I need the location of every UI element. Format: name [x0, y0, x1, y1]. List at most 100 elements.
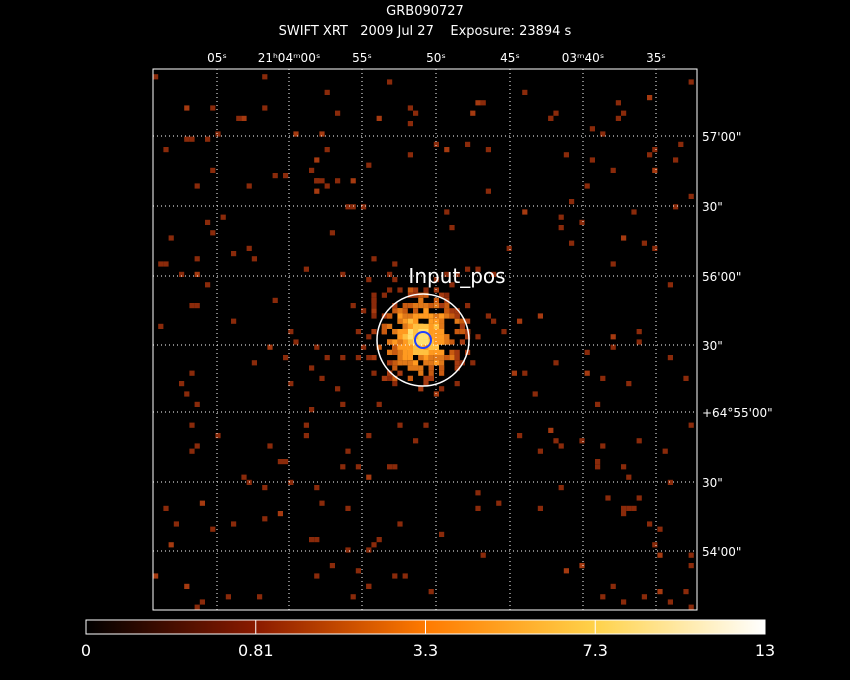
count-pixel — [387, 370, 393, 376]
count-pixel — [553, 110, 559, 116]
count-pixel — [283, 173, 289, 179]
count-pixel — [387, 313, 393, 319]
count-pixel — [371, 297, 377, 303]
count-pixel — [345, 547, 351, 553]
count-pixel — [210, 105, 216, 111]
count-pixel — [241, 115, 247, 121]
count-pixel — [475, 490, 481, 496]
count-pixel — [485, 188, 491, 194]
count-pixel — [387, 79, 393, 85]
count-pixel — [631, 505, 637, 511]
count-pixel — [381, 329, 387, 335]
count-pixel — [428, 318, 434, 324]
count-pixel — [194, 604, 200, 610]
count-pixel — [444, 271, 450, 277]
count-pixel — [392, 261, 398, 267]
count-pixel — [392, 344, 398, 350]
image-frame — [152, 68, 698, 611]
count-pixel — [433, 323, 439, 329]
count-pixel — [418, 339, 424, 345]
count-pixel — [449, 225, 455, 231]
count-pixel — [673, 157, 679, 163]
annotation: Input_pos — [408, 264, 505, 288]
count-pixel — [636, 329, 642, 335]
count-pixel — [475, 100, 481, 106]
count-pixel — [397, 422, 403, 428]
count-pixel — [407, 318, 413, 324]
count-pixel — [231, 521, 237, 527]
count-pixel — [335, 386, 341, 392]
count-pixel — [558, 443, 564, 449]
count-pixel — [251, 360, 257, 366]
count-pixel — [288, 381, 294, 387]
count-pixel — [355, 355, 361, 361]
count-pixel — [402, 329, 408, 335]
dec-tick-label: 30" — [702, 200, 723, 214]
count-pixel — [303, 422, 309, 428]
count-pixel — [428, 313, 434, 319]
count-pixel — [236, 115, 242, 121]
count-pixel — [579, 219, 585, 225]
count-pixel — [402, 355, 408, 361]
count-pixel — [402, 318, 408, 324]
count-pixel — [392, 464, 398, 470]
count-pixel — [605, 495, 611, 501]
count-pixel — [423, 323, 429, 329]
count-pixel — [262, 485, 268, 491]
count-pixel — [309, 537, 315, 543]
count-pixel — [449, 339, 455, 345]
count-pixel — [610, 261, 616, 267]
count-pixel — [423, 381, 429, 387]
count-pixel — [407, 344, 413, 350]
count-pixel — [621, 511, 627, 517]
count-pixel — [309, 407, 315, 413]
count-pixel — [631, 209, 637, 215]
count-pixel — [621, 464, 627, 470]
count-pixel — [418, 334, 424, 340]
count-pixel — [366, 355, 372, 361]
count-pixel — [652, 147, 658, 153]
count-pixel — [423, 422, 429, 428]
count-pixel — [683, 375, 689, 381]
count-pixel — [194, 271, 200, 277]
count-pixel — [277, 511, 283, 517]
count-pixel — [215, 131, 221, 137]
count-pixel — [272, 173, 278, 179]
count-pixel — [428, 329, 434, 335]
count-pixel — [444, 313, 450, 319]
count-pixel — [433, 141, 439, 147]
count-pixel — [355, 329, 361, 335]
colorbar-label: 0 — [81, 641, 91, 660]
count-pixel — [428, 349, 434, 355]
count-pixel — [600, 443, 606, 449]
count-pixel — [397, 287, 403, 293]
count-pixel — [371, 303, 377, 309]
count-pixel — [548, 115, 554, 121]
count-pixel — [319, 500, 325, 506]
count-pixel — [387, 339, 393, 345]
count-pixel — [277, 459, 283, 465]
count-pixel — [688, 563, 694, 569]
count-pixel — [194, 256, 200, 262]
count-pixel — [168, 235, 174, 241]
ra-tick-label: 21ʰ04ᵐ00ˢ — [258, 51, 321, 65]
count-pixel — [153, 573, 159, 579]
count-pixel — [621, 235, 627, 241]
count-pixel — [449, 282, 455, 288]
count-pixel — [340, 271, 346, 277]
count-pixel — [397, 344, 403, 350]
count-pixel — [621, 110, 627, 116]
count-pixel — [418, 370, 424, 376]
count-pixel — [371, 313, 377, 319]
count-pixel — [309, 167, 315, 173]
count-pixel — [392, 360, 398, 366]
count-pixel — [615, 100, 621, 106]
count-pixel — [652, 167, 658, 173]
count-pixel — [553, 438, 559, 444]
count-pixel — [205, 136, 211, 142]
count-pixel — [475, 505, 481, 511]
count-pixel — [454, 349, 460, 355]
count-pixel — [491, 318, 497, 324]
count-pixel — [283, 355, 289, 361]
count-pixel — [407, 313, 413, 319]
